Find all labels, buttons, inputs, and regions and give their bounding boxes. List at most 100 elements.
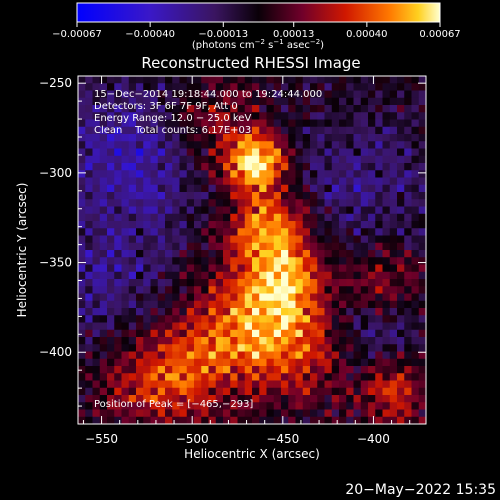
- heatmap-cell: [237, 242, 246, 251]
- heatmap-cell: [418, 90, 426, 99]
- heatmap-cell: [165, 105, 173, 113]
- heatmap-cell: [237, 322, 246, 331]
- heatmap-cell: [237, 416, 246, 424]
- heatmap-cell: [266, 271, 275, 280]
- heatmap-cell: [259, 221, 267, 229]
- heatmap-cell: [266, 76, 275, 84]
- heatmap-cell: [201, 242, 209, 251]
- heatmap-cell: [92, 271, 101, 280]
- heatmap-cell: [143, 112, 151, 120]
- heatmap-cell: [208, 141, 217, 149]
- heatmap-cell: [223, 184, 231, 193]
- heatmap-cell: [288, 279, 296, 287]
- heatmap-cell: [223, 192, 231, 200]
- heatmap-cell: [244, 206, 253, 215]
- heatmap-cell: [295, 83, 304, 91]
- heatmap-cell: [128, 308, 137, 316]
- heatmap-cell: [172, 351, 180, 360]
- heatmap-cell: [99, 206, 108, 215]
- heatmap-cell: [208, 286, 217, 294]
- heatmap-cell: [208, 90, 217, 99]
- heatmap-cell: [273, 409, 282, 418]
- heatmap-cell: [114, 134, 122, 142]
- heatmap-cell: [331, 322, 340, 331]
- heatmap-cell: [215, 271, 224, 280]
- heatmap-cell: [360, 192, 369, 200]
- heatmap-cell: [317, 329, 325, 338]
- heatmap-cell: [201, 329, 209, 338]
- heatmap-cell: [339, 235, 347, 244]
- heatmap-cell: [230, 315, 238, 323]
- heatmap-cell: [136, 380, 144, 389]
- heatmap-cell: [273, 112, 282, 120]
- heatmap-cell: [418, 373, 426, 381]
- heatmap-cell: [157, 373, 166, 381]
- heatmap-cell: [99, 184, 108, 193]
- heatmap-cell: [302, 308, 311, 316]
- heatmap-cell: [302, 105, 311, 113]
- heatmap-cell: [266, 170, 275, 178]
- heatmap-cell: [281, 119, 289, 128]
- heatmap-cell: [121, 184, 130, 193]
- heatmap-cell: [368, 250, 376, 258]
- heatmap-cell: [266, 184, 275, 193]
- heatmap-cell: [215, 228, 224, 236]
- heatmap-cell: [215, 192, 224, 200]
- heatmap-cell: [397, 235, 405, 244]
- heatmap-cell: [230, 380, 238, 389]
- heatmap-cell: [121, 409, 130, 418]
- heatmap-cell: [252, 250, 260, 258]
- heatmap-cell: [389, 293, 398, 302]
- heatmap-cell: [375, 112, 383, 120]
- heatmap-cell: [411, 119, 420, 128]
- heatmap-cell: [259, 90, 267, 99]
- heatmap-cell: [92, 235, 101, 244]
- colorbar-ticks: −0.00067 −0.00040 −0.00013 0.00013 0.00040 0.…: [52, 22, 461, 40]
- heatmap-cell: [404, 286, 412, 294]
- heatmap-cell: [165, 242, 173, 251]
- heatmap-cell: [360, 184, 369, 193]
- heatmap-cell: [114, 395, 122, 403]
- heatmap-cell: [85, 199, 93, 207]
- heatmap-cell: [368, 170, 376, 178]
- heatmap-cell: [259, 228, 267, 236]
- heatmap-cell: [78, 329, 86, 338]
- heatmap-cell: [215, 300, 224, 309]
- heatmap-cell: [179, 199, 188, 207]
- heatmap-cell: [208, 250, 217, 258]
- heatmap-cell: [375, 271, 383, 280]
- heatmap-cell: [107, 264, 115, 273]
- heatmap-cell: [194, 90, 202, 99]
- heatmap-cell: [324, 409, 333, 418]
- heatmap-cell: [179, 235, 188, 244]
- heatmap-cell: [331, 271, 340, 280]
- heatmap-cell: [99, 293, 108, 302]
- heatmap-cell: [237, 271, 246, 280]
- heatmap-cell: [128, 83, 137, 91]
- heatmap-cell: [295, 380, 304, 389]
- heatmap-cell: [215, 97, 224, 106]
- heatmap-cell: [150, 337, 159, 345]
- heatmap-cell: [252, 322, 260, 331]
- heatmap-cell: [179, 141, 188, 149]
- heatmap-cell: [302, 395, 311, 403]
- heatmap-cell: [208, 105, 217, 113]
- heatmap-cell: [201, 250, 209, 258]
- heatmap-cell: [259, 213, 267, 222]
- heatmap-cell: [346, 402, 354, 410]
- heatmap-cell: [150, 97, 159, 106]
- heatmap-cell: [360, 308, 369, 316]
- heatmap-cell: [339, 134, 347, 142]
- y-tick-label: −250: [39, 76, 72, 90]
- heatmap-cell: [346, 264, 354, 273]
- heatmap-cell: [99, 286, 108, 294]
- heatmap-cell: [150, 90, 159, 99]
- heatmap-cell: [136, 228, 144, 236]
- heatmap-cell: [208, 83, 217, 91]
- heatmap-cell: [375, 242, 383, 251]
- heatmap-cell: [78, 264, 86, 273]
- heatmap-cell: [143, 300, 151, 309]
- heatmap-cell: [244, 192, 253, 200]
- heatmap-cell: [295, 250, 304, 258]
- heatmap-cell: [215, 257, 224, 265]
